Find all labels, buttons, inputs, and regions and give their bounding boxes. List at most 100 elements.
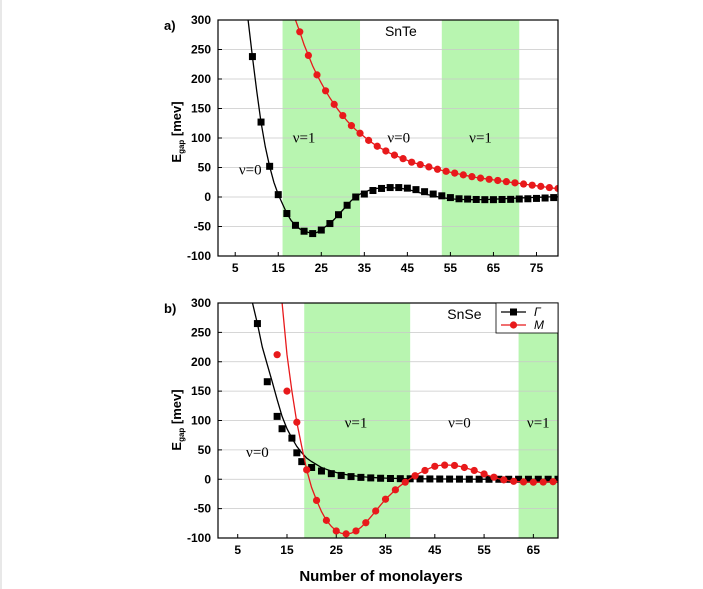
panel-b-ytick-label-5: 150 (191, 384, 211, 398)
panel-b: -100 -50 0 50 100 150 200 250 300 5 15 25 35 45 55 65 ν=… (164, 296, 559, 557)
panel-b-gamma-point-32 (554, 475, 558, 483)
panel-b-xtick-label-6: 65 (527, 543, 541, 557)
panel-b-m-point-19 (460, 463, 468, 472)
panel-b-xtick-label-0: 5 (234, 543, 241, 557)
panel-b-m-point-4 (312, 496, 321, 504)
panel-a-xtick-label-2: 25 (315, 261, 329, 275)
panel-a-m-point-19 (459, 171, 467, 179)
panel-b-gamma-point-25 (485, 475, 493, 483)
panel-b-gamma-point-21 (446, 475, 454, 483)
panel-a: -100 -50 0 50 100 150 200 250 300 5 15 25 35 45 55 65 75… (164, 13, 559, 275)
panel-a-gamma-point-22 (438, 192, 446, 200)
panel-a-m-point-7 (356, 129, 364, 137)
panel-b-material-label: SnSe (447, 306, 481, 322)
panel-a-m-point-26 (519, 180, 528, 188)
panel-a-xtick-label-4: 45 (401, 261, 415, 275)
panel-a-gamma-point-23 (446, 194, 454, 202)
panel-b-gamma-point-11 (347, 473, 355, 481)
panel-b-gamma-point-28 (515, 475, 523, 483)
panel-b-gamma-point-10 (337, 471, 345, 479)
panel-b-m-point-27 (539, 478, 547, 486)
panel-a-m-point-11 (390, 151, 399, 159)
panel-b-gamma-point-5 (293, 449, 301, 457)
panel-a-ytick-label-8: 300 (191, 13, 211, 27)
panel-a-series-gamma (247, 20, 558, 238)
ylabel-main-b: E (169, 442, 184, 451)
panel-b-m-point-9 (362, 519, 370, 527)
panel-a-m-point-12 (399, 155, 407, 163)
panel-a-m-point-15 (425, 163, 433, 171)
panel-a-gamma-point-9 (326, 220, 334, 228)
panel-a-panel-label: a) (164, 18, 176, 33)
panel-a-m-point-10 (382, 147, 390, 155)
panel-a-series-m (294, 20, 558, 193)
panel-a-m-point-1 (304, 51, 312, 60)
panel-a-ytick-label-2: 0 (204, 190, 211, 204)
panel-b-xtick-label-2: 25 (330, 543, 344, 557)
panel-b-m-point-11 (381, 495, 390, 503)
panel-b-gamma-point-31 (544, 475, 552, 483)
panel-a-m-point-27 (528, 181, 536, 189)
panel-a-m-point-18 (451, 169, 459, 177)
panel-b-xtick-label-4: 45 (428, 543, 442, 557)
legend-marker-0 (510, 308, 517, 316)
x-axis-label: Number of monolayers (299, 568, 462, 585)
panel-b-gamma-point-19 (426, 475, 434, 483)
panel-b-ytick-label-4: 100 (191, 414, 211, 428)
panel-a-region-label-1: ν=1 (293, 131, 316, 147)
panel-a-gamma-point-27 (481, 196, 489, 204)
panel-a-gamma-point-2 (266, 162, 274, 170)
panel-b-m-point-0 (273, 351, 281, 359)
panel-a-xtick-label-1: 15 (272, 261, 286, 275)
panel-b-gamma-point-1 (263, 378, 271, 386)
panel-b-gamma-point-16 (396, 475, 404, 483)
panel-a-line-gamma (247, 20, 558, 235)
ylabel-unit-b: [mev] (169, 389, 184, 427)
panel-a-m-point-4 (330, 100, 338, 108)
panel-b-ytick-label-2: 0 (204, 472, 211, 486)
panel-b-gamma-point-20 (436, 475, 444, 483)
panel-b-m-point-13 (401, 478, 409, 486)
panel-b-region-label-3: ν=1 (527, 416, 550, 432)
legend-marker-1 (509, 321, 518, 329)
panel-a-gamma-point-10 (335, 211, 343, 219)
panel-a-ytick-label-0: -100 (187, 249, 211, 263)
panel-a-gamma-point-35 (550, 194, 558, 202)
panel-b-m-point-16 (431, 462, 439, 470)
panel-b-gamma-point-4 (288, 434, 296, 442)
y-axis-label-b: Egap [mev] (169, 389, 186, 450)
panel-a-gamma-point-21 (429, 190, 437, 198)
panel-b-gamma-point-13 (367, 474, 375, 482)
ylabel-unit-a: [mev] (169, 101, 184, 139)
panel-a-gamma-point-3 (274, 191, 282, 199)
panel-b-m-point-25 (519, 478, 528, 486)
panel-a-m-point-2 (313, 71, 321, 79)
panel-a-m-point-22 (485, 175, 493, 183)
panel-b-m-point-23 (500, 476, 508, 484)
panel-a-region-label-0: ν=0 (239, 163, 262, 179)
panel-a-ytick-label-6: 200 (191, 72, 211, 86)
panel-b-m-point-2 (293, 418, 301, 426)
panel-b-m-point-15 (421, 466, 429, 475)
panel-a-material-label: SnTe (385, 23, 417, 39)
panel-a-region-label-2: ν=0 (387, 131, 410, 147)
panel-a-m-point-8 (365, 136, 373, 144)
panel-b-gamma-point-27 (505, 475, 513, 483)
panel-a-m-point-0 (296, 28, 304, 36)
panel-b-m-point-17 (441, 461, 449, 469)
panel-b-legend: ΓM (495, 302, 559, 334)
panel-b-m-point-1 (283, 387, 291, 395)
legend-label-0: Γ (534, 305, 542, 319)
panel-a-gamma-point-34 (541, 194, 549, 202)
panel-a-gamma-point-31 (515, 195, 523, 203)
panel-a-ytick-label-7: 250 (191, 43, 211, 57)
panel-a-gamma-point-1 (257, 118, 265, 126)
panel-b-gamma-point-0 (253, 320, 261, 328)
panel-a-gamma-point-30 (507, 195, 515, 203)
panel-a-m-point-28 (537, 182, 545, 190)
panel-b-m-point-14 (411, 472, 419, 480)
panel-b-m-point-18 (450, 461, 459, 470)
panel-a-ytick-label-1: -50 (194, 220, 212, 234)
panel-a-gamma-point-13 (360, 190, 368, 198)
